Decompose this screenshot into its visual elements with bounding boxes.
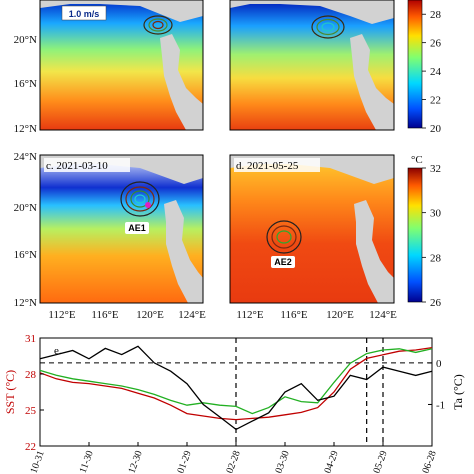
panel-d-eddy-contours — [266, 220, 302, 254]
panel-c-ytick-3: 12°N — [14, 297, 37, 309]
panel-c: c. 2021-03-10 AE1 24°N 20°N 16°N 12°N 11… — [14, 151, 206, 321]
panel-e-title: e. — [54, 345, 62, 357]
panel-e-x-ticks: 10-31 11-30 12-30 01-29 02-28 03-30 04-29 05-29… — [28, 442, 439, 474]
panel-e-ylabel-right: Ta (°C) — [451, 374, 465, 410]
panel-c-frame — [39, 154, 204, 304]
panel-c-xtick-3: 124°E — [178, 309, 206, 321]
panel-d-colorbar: °C 32 30 28 26 — [407, 154, 442, 309]
x-tick-label: 04-29 — [322, 449, 340, 474]
colorbar-tick-label: 28 — [430, 252, 442, 264]
panel-a-luzon — [160, 34, 203, 130]
colorbar-tick-label: 26 — [430, 38, 442, 50]
x-tick-label: 01-29 — [175, 449, 193, 474]
panel-b-colorbar-ticks: 28 26 24 22 20 — [422, 9, 442, 135]
panel-c-eddy-label: AE1 — [128, 223, 146, 233]
panel-d-title: d. 2021-05-25 — [236, 160, 299, 172]
right-tick-label: 0 — [436, 358, 442, 370]
series-line-1 — [39, 348, 433, 415]
panel-e-right-ticks: 0 -1 — [428, 358, 445, 411]
panel-c-luzon — [164, 200, 203, 303]
panel-c-ytick-0: 24°N — [14, 151, 37, 163]
left-tick-label: 25 — [25, 405, 37, 417]
right-tick-label: -1 — [436, 399, 445, 411]
panel-d-xtick-2: 120°E — [326, 309, 354, 321]
panel-a-ytick-2: 12°N — [14, 123, 37, 135]
panel-a-scale-label: 1.0 m/s — [69, 9, 100, 19]
panel-c-title: c. 2021-03-10 — [46, 160, 108, 172]
panel-e-guides — [40, 338, 432, 446]
panel-c-ytick-2: 16°N — [14, 249, 37, 261]
panel-d-frame — [229, 154, 395, 304]
panel-c-eddy-contours — [120, 181, 160, 217]
panel-a: 1.0 m/s 20°N 16°N 12°N — [14, 0, 204, 135]
panel-a-eddy-contours — [143, 15, 173, 35]
panel-b-colorbar-ramp — [407, 0, 423, 129]
panel-c-ytick-1: 20°N — [14, 202, 37, 214]
panel-b: 28 26 24 22 20 — [229, 0, 442, 135]
panel-e-series — [39, 345, 433, 431]
panel-a-land — [40, 0, 203, 22]
x-tick-label: 06-28 — [420, 449, 438, 474]
panel-d-xtick-0: 112°E — [236, 309, 263, 321]
panel-d-xtick-3: 124°E — [369, 309, 397, 321]
colorbar-tick-label: 28 — [430, 9, 442, 21]
colorbar-tick-label: 22 — [430, 95, 441, 107]
panel-c-x-ticks: 112°E 116°E 120°E 124°E — [48, 309, 206, 321]
panel-b-eddy-contours — [311, 15, 345, 39]
series-line-2 — [39, 345, 433, 431]
panel-c-y-ticks: 24°N 20°N 16°N 12°N — [14, 151, 37, 309]
panel-d-colorbar-ticks: 32 30 28 26 — [422, 163, 442, 309]
panel-c-xtick-2: 120°E — [136, 309, 164, 321]
colorbar-tick-label: 32 — [430, 163, 441, 175]
panel-d-x-ticks: 112°E 116°E 120°E 124°E — [236, 309, 397, 321]
panel-b-luzon — [350, 34, 394, 130]
panel-b-colorbar: 28 26 24 22 20 — [407, 0, 442, 135]
colorbar-tick-label: 30 — [430, 208, 442, 220]
x-tick-label: 11-30 — [78, 449, 96, 474]
panel-b-land — [230, 0, 394, 24]
panel-d-luzon — [354, 200, 394, 303]
series-line-0 — [39, 346, 433, 421]
colorbar-tick-label: 26 — [430, 297, 442, 309]
panel-d: d. 2021-05-25 AE2 112°E 116°E 120°E 124°… — [229, 154, 442, 321]
x-tick-label: 02-28 — [224, 449, 242, 474]
panel-b-frame — [229, 0, 395, 131]
panel-d-eddy-label: AE2 — [274, 257, 292, 267]
panel-c-xtick-1: 116°E — [91, 309, 118, 321]
panel-c-xtick-0: 112°E — [48, 309, 75, 321]
colorbar-tick-label: 20 — [430, 123, 442, 135]
x-tick-label: 05-29 — [371, 449, 389, 474]
panel-a-frame — [39, 0, 204, 131]
x-tick-label: 03-30 — [273, 449, 291, 474]
panel-e-ylabel-left: SST (°C) — [3, 370, 17, 414]
panel-d-colorbar-unit: °C — [411, 154, 423, 166]
left-tick-label: 31 — [25, 333, 36, 345]
panel-a-ytick-1: 16°N — [14, 78, 37, 90]
x-tick-label: 12-30 — [126, 449, 144, 474]
panel-d-xtick-1: 116°E — [280, 309, 307, 321]
left-tick-label: 22 — [25, 441, 36, 453]
panel-d-colorbar-ramp — [407, 167, 423, 303]
panel-a-scale-arrow: 1.0 m/s — [61, 5, 107, 21]
colorbar-tick-label: 24 — [430, 66, 442, 78]
panel-e-left-ticks: 31 28 25 22 — [25, 333, 44, 453]
panel-a-ytick-0: 20°N — [14, 34, 37, 46]
left-tick-label: 28 — [25, 369, 37, 381]
panel-a-y-ticks: 20°N 16°N 12°N — [14, 34, 37, 135]
